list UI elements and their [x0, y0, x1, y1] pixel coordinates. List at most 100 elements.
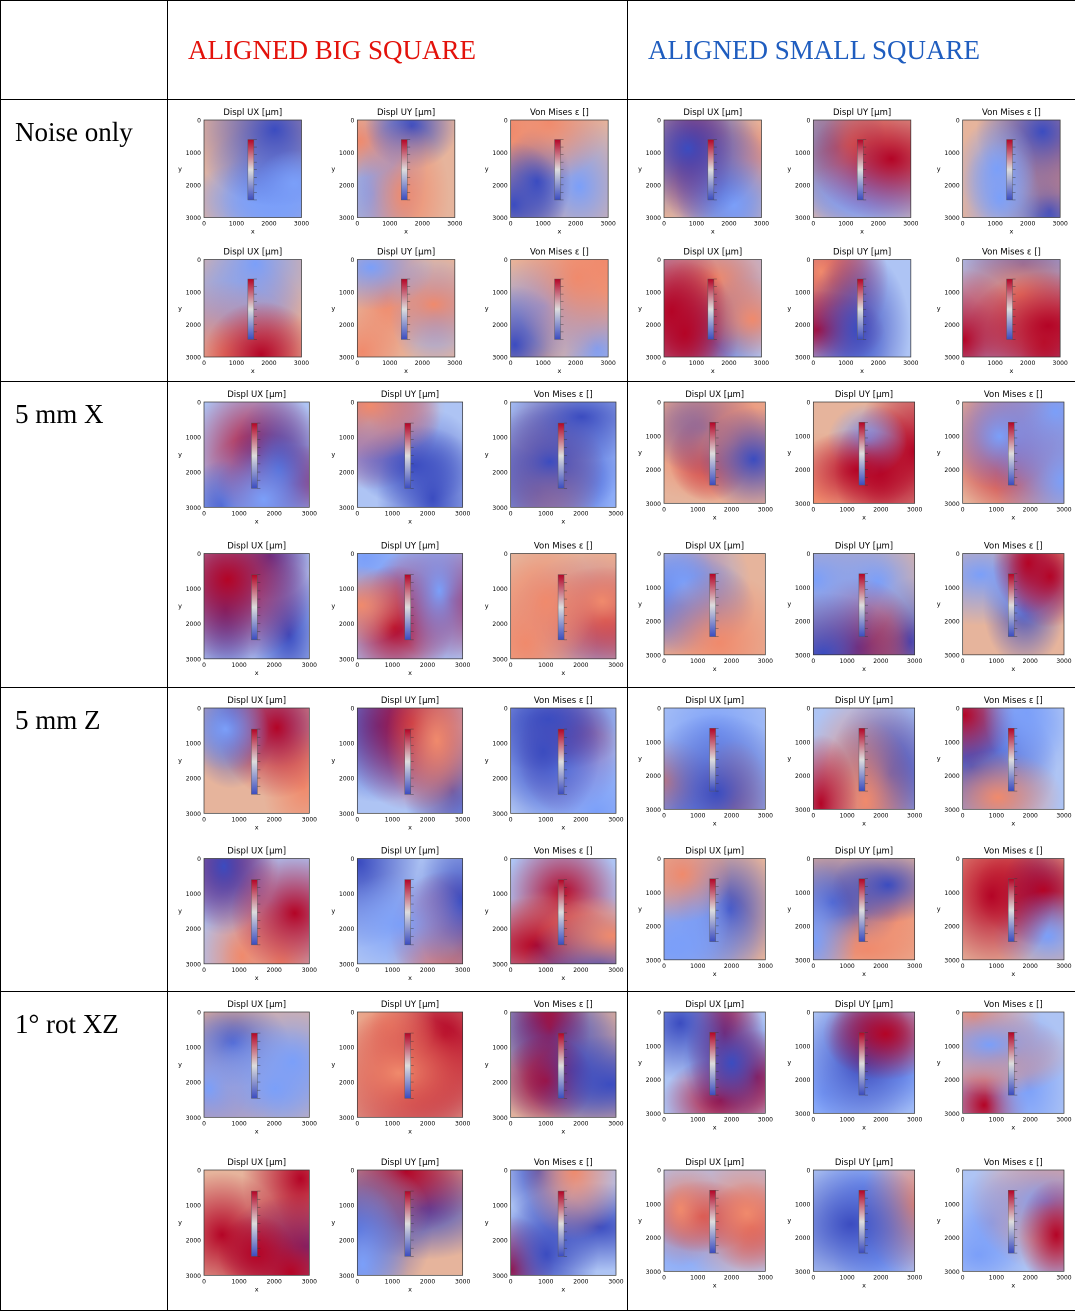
colorbar [251, 1033, 257, 1098]
colorbar [1008, 879, 1014, 942]
x-axis-label: x [408, 1285, 412, 1293]
x-tick-label: 3000 [455, 1278, 470, 1285]
x-axis-label: x [404, 228, 408, 236]
y-axis-label: y [937, 755, 941, 763]
plot-grid: Displ UX [μm]00100010002000200030003000x… [168, 992, 628, 1310]
x-axis-label: x [255, 1127, 259, 1135]
colorbar [248, 279, 254, 339]
y-tick-label: 3000 [646, 215, 661, 222]
x-tick-label: 1000 [988, 221, 1003, 228]
x-tick-label: 1000 [538, 1120, 553, 1127]
y-tick-label: 0 [807, 1168, 811, 1175]
x-tick-label: 0 [662, 1274, 666, 1281]
x-tick-label: 2000 [873, 1116, 888, 1123]
colorbar [555, 140, 561, 200]
y-tick-label: 0 [504, 118, 508, 125]
y-tick-label: 3000 [492, 215, 507, 222]
x-tick-label: 1000 [229, 360, 244, 367]
y-tick-label: 2000 [186, 470, 201, 477]
y-tick-label: 3000 [646, 1269, 661, 1276]
x-tick-label: 0 [961, 360, 965, 367]
y-tick-label: 3000 [339, 1115, 354, 1122]
x-tick-label: 1000 [536, 221, 551, 228]
x-tick-label: 2000 [261, 221, 276, 228]
y-axis-label: y [485, 1219, 489, 1227]
y-tick-label: 3000 [646, 501, 661, 508]
y-axis-label: y [787, 905, 791, 913]
y-tick-label: 0 [351, 551, 355, 558]
y-tick-label: 1000 [795, 890, 810, 897]
x-tick-label: 3000 [907, 658, 922, 665]
plot-title: Displ UX [μm] [685, 542, 744, 552]
results-table: ALIGNED BIG SQUARE ALIGNED SMALL SQUARE … [0, 0, 1075, 1311]
x-axis-label: x [255, 974, 259, 982]
x-tick-label: 2000 [573, 967, 588, 974]
y-tick-label: 1000 [795, 290, 810, 297]
x-tick-label: 1000 [988, 360, 1003, 367]
y-tick-label: 3000 [186, 811, 201, 818]
x-tick-label: 0 [202, 967, 206, 974]
y-axis-label: y [787, 165, 791, 173]
x-tick-label: 1000 [690, 506, 705, 513]
x-tick-label: 1000 [385, 1120, 400, 1127]
x-axis-label: x [557, 367, 561, 375]
x-tick-label: 0 [355, 1278, 359, 1285]
x-tick-label: 3000 [608, 967, 623, 974]
x-tick-label: 0 [509, 662, 513, 669]
plot-title: Displ UY [μm] [381, 1158, 439, 1168]
plot-title: Displ UY [μm] [377, 108, 435, 118]
colorbar [859, 879, 865, 942]
x-axis-label: x [251, 367, 255, 375]
y-tick-label: 0 [807, 706, 811, 713]
x-tick-label: 1000 [385, 816, 400, 823]
x-tick-label: 0 [961, 506, 965, 513]
y-tick-label: 0 [807, 257, 811, 264]
x-tick-label: 0 [961, 221, 965, 228]
column-header: ALIGNED BIG SQUARE [168, 1, 628, 100]
x-axis-label: x [561, 517, 565, 525]
y-tick-label: 3000 [339, 215, 354, 222]
plot-title: Von Mises ε [] [534, 390, 593, 400]
x-tick-label: 3000 [455, 967, 470, 974]
y-tick-label: 2000 [795, 467, 810, 474]
y-tick-label: 0 [351, 118, 355, 125]
y-tick-label: 2000 [646, 183, 661, 190]
plot-title: Von Mises ε [] [982, 108, 1041, 118]
y-tick-label: 0 [657, 1168, 661, 1175]
y-axis-label: y [937, 449, 941, 457]
x-axis-label: x [561, 823, 565, 831]
x-tick-label: 1000 [689, 221, 704, 228]
y-tick-label: 0 [504, 706, 508, 713]
y-tick-label: 2000 [944, 183, 959, 190]
x-tick-label: 3000 [907, 1274, 922, 1281]
x-tick-label: 2000 [873, 506, 888, 513]
y-tick-label: 0 [807, 118, 811, 125]
x-tick-label: 3000 [907, 812, 922, 819]
x-tick-label: 1000 [839, 1274, 854, 1281]
y-tick-label: 3000 [646, 807, 661, 814]
plot-grid: Displ UX [μm]00100010002000200030003000x… [628, 992, 1075, 1310]
x-axis-label: x [561, 974, 565, 982]
y-axis-label: y [178, 602, 182, 610]
y-tick-label: 3000 [186, 1273, 201, 1280]
x-tick-label: 2000 [1023, 658, 1038, 665]
x-tick-label: 0 [202, 1120, 206, 1127]
plot-title: Displ UX [μm] [227, 542, 286, 552]
x-tick-label: 3000 [907, 963, 922, 970]
heatmap-blob [308, 224, 435, 310]
colorbar [251, 729, 257, 794]
x-axis-label: x [1011, 1281, 1015, 1289]
y-tick-label: 2000 [339, 776, 354, 783]
y-tick-label: 1000 [492, 586, 507, 593]
plot-title: Displ UX [μm] [227, 696, 286, 706]
x-axis-label: x [1011, 970, 1015, 978]
y-tick-label: 3000 [492, 811, 507, 818]
y-tick-label: 2000 [492, 621, 507, 628]
x-axis-label: x [1009, 228, 1013, 236]
y-tick-label: 3000 [646, 652, 661, 659]
y-tick-label: 2000 [646, 322, 661, 329]
y-tick-label: 1000 [339, 435, 354, 442]
y-tick-label: 1000 [492, 290, 507, 297]
y-tick-label: 3000 [795, 957, 810, 964]
